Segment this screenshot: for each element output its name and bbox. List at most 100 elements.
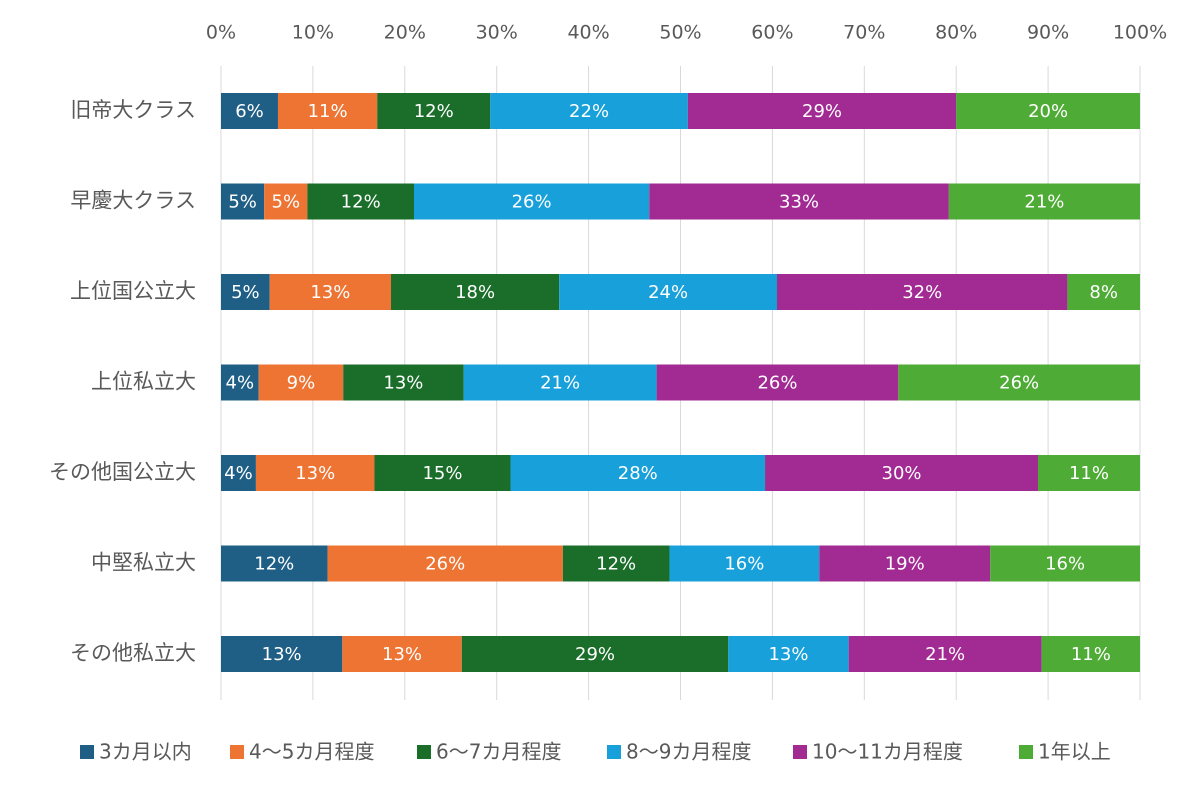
x-tick-label: 30% — [476, 22, 518, 44]
bar-segment — [255, 455, 375, 491]
data-label: 5% — [228, 192, 257, 213]
data-label: 5% — [272, 192, 301, 213]
bar-segment — [277, 93, 378, 129]
legend-label: 8～9カ月程度 — [626, 740, 751, 764]
bar-segment — [649, 183, 949, 220]
bar-segment — [948, 183, 1140, 220]
bar-segment — [1037, 455, 1140, 491]
data-label: 30% — [882, 463, 922, 484]
data-label: 12% — [254, 554, 294, 575]
data-label: 26% — [512, 192, 552, 213]
legend-item: 8～9カ月程度 — [607, 740, 751, 764]
x-tick-label: 100% — [1113, 22, 1167, 44]
legend-swatch — [80, 745, 94, 759]
data-label: 13% — [295, 463, 335, 484]
legend-item: 1年以上 — [1019, 740, 1111, 764]
data-label: 22% — [569, 101, 609, 122]
data-label: 28% — [618, 463, 658, 484]
data-label: 11% — [1069, 463, 1109, 484]
x-tick-label: 60% — [751, 22, 793, 44]
data-label: 13% — [383, 373, 423, 394]
y-tick-label: その他国公立大 — [49, 460, 196, 484]
data-label: 12% — [341, 192, 381, 213]
y-tick-label: 旧帝大クラス — [70, 98, 196, 122]
bar-segment — [391, 274, 560, 310]
data-label: 6% — [235, 101, 264, 122]
y-tick-label: 早慶大クラス — [70, 189, 196, 213]
legend-swatch — [1019, 745, 1033, 759]
data-label: 26% — [425, 554, 465, 575]
data-label: 13% — [382, 644, 422, 665]
bar-segment — [221, 274, 270, 310]
data-label: 24% — [648, 282, 688, 303]
bar-segment — [221, 183, 265, 220]
data-label: 21% — [540, 373, 580, 394]
data-label: 9% — [287, 373, 316, 394]
data-label: 18% — [455, 282, 495, 303]
legend-label: 6～7カ月程度 — [436, 740, 561, 764]
data-label: 33% — [779, 192, 819, 213]
bar-segment — [221, 93, 278, 129]
bar-segment — [377, 93, 491, 129]
bar-segment — [461, 636, 729, 672]
data-label: 4% — [226, 373, 255, 394]
bar-segment — [669, 545, 820, 582]
legend-swatch — [607, 745, 621, 759]
legend-item: 10～11カ月程度 — [793, 740, 963, 764]
bar-segment — [956, 93, 1140, 129]
legend-label: 3カ月以内 — [99, 740, 192, 764]
data-label: 29% — [802, 101, 842, 122]
bar-segment — [490, 93, 688, 129]
bar-segment — [221, 455, 256, 491]
bar-segment — [728, 636, 849, 672]
bar-segment — [463, 364, 657, 401]
data-label: 32% — [902, 282, 942, 303]
bar-segment — [1041, 636, 1140, 672]
bar-segment — [776, 274, 1068, 310]
legend-label: 1年以上 — [1038, 740, 1111, 764]
bar-segment — [687, 93, 957, 129]
data-label: 12% — [596, 554, 636, 575]
data-label: 13% — [262, 644, 302, 665]
bar-segment — [307, 183, 414, 220]
bar-segment — [848, 636, 1042, 672]
data-label: 8% — [1089, 282, 1118, 303]
bar-segment — [221, 636, 343, 672]
bar-segment — [1067, 274, 1140, 310]
bar-segment — [559, 274, 777, 310]
y-tick-label: 上位私立大 — [91, 370, 196, 394]
data-label: 11% — [308, 101, 348, 122]
data-label: 15% — [422, 463, 462, 484]
data-label: 26% — [757, 373, 797, 394]
bar-segment — [990, 545, 1140, 582]
bar-segment — [264, 183, 308, 220]
data-label: 12% — [414, 101, 454, 122]
x-tick-label: 80% — [935, 22, 977, 44]
data-label: 13% — [768, 644, 808, 665]
data-label: 16% — [724, 554, 764, 575]
legend-swatch — [417, 745, 431, 759]
legend-item: 6～7カ月程度 — [417, 740, 561, 764]
bar-segment — [898, 364, 1140, 401]
x-tick-label: 90% — [1027, 22, 1069, 44]
x-tick-label: 0% — [206, 22, 236, 44]
data-label: 16% — [1045, 554, 1085, 575]
bar-segment — [510, 455, 766, 491]
data-label: 11% — [1071, 644, 1111, 665]
y-tick-label: 中堅私立大 — [91, 551, 196, 575]
legend-swatch — [793, 745, 807, 759]
x-tick-label: 70% — [843, 22, 885, 44]
x-tick-label: 50% — [659, 22, 701, 44]
data-label: 13% — [310, 282, 350, 303]
legend-item: 4～5カ月程度 — [230, 740, 374, 764]
bar-segment — [765, 455, 1038, 491]
legend-label: 4～5カ月程度 — [249, 740, 374, 764]
data-label: 19% — [885, 554, 925, 575]
data-label: 21% — [1024, 192, 1064, 213]
x-tick-label: 20% — [384, 22, 426, 44]
x-tick-label: 10% — [292, 22, 334, 44]
y-tick-label: その他私立大 — [70, 641, 196, 665]
data-label: 4% — [224, 463, 253, 484]
bar-segment — [374, 455, 511, 491]
